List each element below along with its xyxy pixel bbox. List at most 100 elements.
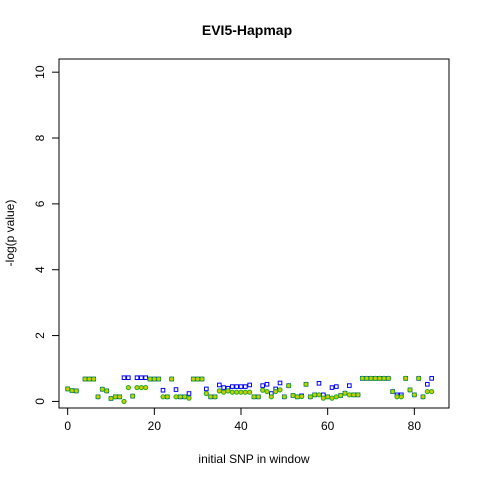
point-series-b <box>333 394 339 400</box>
point-series-b <box>203 390 209 397</box>
point-series-b <box>117 394 123 400</box>
y-axis: 0 2 4 6 8 10 <box>33 65 60 405</box>
point-series-b <box>260 387 266 393</box>
point-series-b <box>99 386 105 392</box>
point-series-b <box>238 389 244 395</box>
point-series-a <box>186 391 192 396</box>
y-tick-label: 8 <box>33 134 47 141</box>
x-axis-label: initial SNP in window <box>198 452 309 466</box>
point-series-b <box>385 375 391 381</box>
x-axis: 0 20 40 60 80 <box>64 407 422 433</box>
point-series-b <box>355 392 361 398</box>
point-series-b <box>368 375 374 381</box>
point-series-b <box>242 389 248 395</box>
point-series-b <box>294 394 300 400</box>
point-series-b <box>82 376 88 382</box>
y-tick-label: 0 <box>33 398 47 405</box>
point-series-b <box>229 389 235 395</box>
point-series-b <box>247 389 253 395</box>
point-series-a <box>230 384 235 389</box>
point-series-a <box>277 380 283 386</box>
point-series-b <box>381 375 387 381</box>
point-series-b <box>403 375 409 381</box>
point-series-b <box>91 376 97 382</box>
point-series-b <box>160 394 166 400</box>
point-series-b <box>151 376 157 382</box>
point-series-b <box>273 388 279 395</box>
point-series-b <box>416 375 422 381</box>
point-series-b <box>164 394 170 400</box>
point-series-a <box>221 385 226 390</box>
point-series-b <box>251 394 257 400</box>
x-tick-label: 40 <box>234 419 248 433</box>
point-series-b <box>372 375 378 381</box>
point-series-b <box>255 394 261 400</box>
point-series-b <box>299 393 305 400</box>
data-points <box>65 375 435 405</box>
point-series-b <box>359 375 365 381</box>
point-series-b <box>65 386 71 392</box>
point-series-b <box>268 394 274 400</box>
point-series-b <box>377 375 383 381</box>
point-series-b <box>143 384 149 391</box>
point-series-a <box>260 383 265 388</box>
y-tick-label: 10 <box>33 65 47 79</box>
point-series-b <box>112 394 118 400</box>
x-tick-label: 0 <box>64 419 71 433</box>
point-series-b <box>398 394 404 400</box>
point-series-b <box>69 387 75 394</box>
x-tick-label: 20 <box>148 419 162 433</box>
y-axis-label: -log(p value) <box>3 200 17 267</box>
y-tick-label: 2 <box>33 332 47 339</box>
point-series-b <box>338 392 344 399</box>
x-tick-label: 80 <box>408 419 422 433</box>
point-series-b <box>208 394 214 400</box>
plot-frame <box>58 58 450 409</box>
point-series-b <box>364 375 370 381</box>
y-tick-label: 6 <box>33 200 47 207</box>
point-series-b <box>195 376 201 382</box>
point-series-b <box>277 387 283 393</box>
point-series-a <box>247 382 252 388</box>
point-series-a <box>429 376 434 381</box>
point-series-b <box>173 394 179 400</box>
point-series-b <box>312 392 318 398</box>
point-series-a <box>334 384 339 389</box>
point-series-a <box>264 381 270 387</box>
point-series-b <box>342 390 348 396</box>
point-series-b <box>147 376 153 382</box>
point-series-b <box>325 394 331 400</box>
point-series-a <box>121 375 127 381</box>
point-series-b <box>108 395 114 402</box>
point-series-a <box>329 385 335 390</box>
point-series-a <box>134 375 140 381</box>
point-series-b <box>130 393 136 399</box>
chart-title: EVI5-Hapmap <box>202 22 292 38</box>
point-series-b <box>429 388 435 395</box>
point-series-a <box>234 384 239 389</box>
point-series-a <box>139 375 144 381</box>
point-series-b <box>411 392 417 398</box>
point-series-b <box>216 388 222 394</box>
point-series-b <box>169 376 175 382</box>
point-series-b <box>316 392 322 398</box>
point-series-b <box>394 394 400 400</box>
point-series-b <box>225 388 231 394</box>
point-series-b <box>95 394 101 400</box>
point-series-b <box>290 392 296 399</box>
point-series-b <box>329 395 335 401</box>
point-series-b <box>156 376 162 382</box>
y-tick-label: 4 <box>33 266 47 273</box>
point-series-b <box>286 383 292 389</box>
point-series-a <box>204 386 209 392</box>
point-series-b <box>390 388 396 395</box>
point-series-b <box>281 394 287 400</box>
point-series-a <box>238 384 244 389</box>
point-series-b <box>121 398 127 405</box>
point-series-b <box>221 389 227 395</box>
point-series-b <box>407 387 413 393</box>
point-series-a <box>160 387 166 393</box>
point-series-b <box>234 389 240 395</box>
point-series-a <box>173 387 179 392</box>
